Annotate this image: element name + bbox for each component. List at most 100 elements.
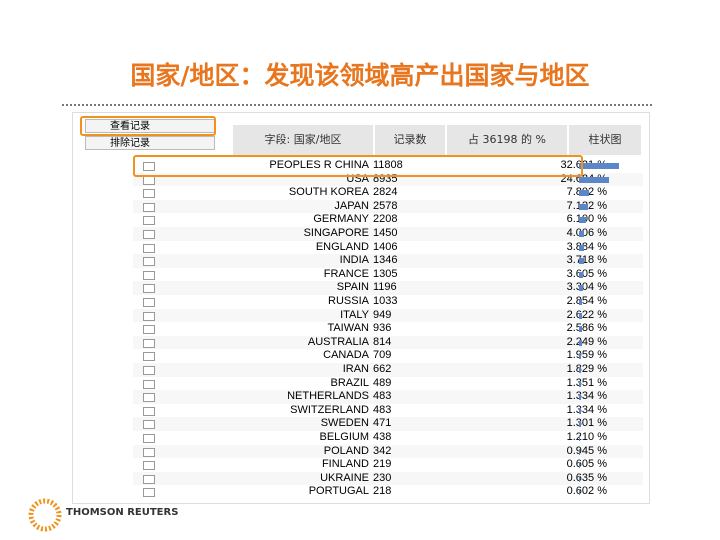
country: PEOPLES R CHINA (269, 159, 369, 171)
count: 342 (373, 444, 392, 457)
country: SWEDEN (320, 417, 369, 430)
bar (579, 285, 584, 292)
checkbox[interactable] (143, 243, 155, 253)
table-row: ITALY 949 2.622 % (133, 308, 643, 323)
count: 1450 (373, 227, 398, 239)
table-row: INDIA 1346 3.718 % (133, 254, 643, 268)
count: 1305 (373, 267, 398, 280)
checkbox[interactable] (143, 447, 155, 457)
bar (579, 339, 582, 346)
checkbox[interactable] (143, 461, 155, 471)
checkbox[interactable] (143, 162, 155, 171)
checkbox[interactable] (143, 474, 155, 484)
percent: 6.100 % (566, 213, 607, 226)
bar (579, 299, 583, 305)
checkbox[interactable] (143, 230, 155, 239)
checkbox[interactable] (143, 325, 155, 335)
table-row: TAIWAN 936 2.586 % (133, 322, 643, 336)
checkbox[interactable] (143, 311, 155, 321)
checkbox[interactable] (143, 298, 155, 307)
country: JAPAN (334, 199, 369, 212)
table-row: RUSSIA 1033 2.854 % (133, 295, 643, 309)
bar (579, 394, 581, 401)
count: 1196 (373, 281, 397, 294)
bar (579, 435, 581, 441)
count: 483 (373, 390, 392, 403)
table-row: SPAIN 1196 3.304 % (133, 281, 643, 295)
percent: 1.351 % (566, 376, 607, 389)
country: RUSSIA (328, 295, 369, 307)
percent: 1.829 % (566, 363, 607, 375)
table-row: SOUTH KOREA28247.802 % (133, 186, 643, 200)
count: 814 (373, 335, 392, 348)
table-row: JAPAN25787.122 % (133, 199, 643, 214)
bar (579, 271, 584, 278)
table-row: FRANCE 1305 3.605 % (133, 268, 643, 282)
table-row: AUSTRALIA 814 2.249 % (133, 335, 643, 350)
country: BELGIUM (319, 431, 369, 443)
percent: 1.301 % (566, 417, 607, 430)
country: FRANCE (323, 267, 369, 280)
table-row: IRAN 662 1.829 % (133, 363, 643, 377)
screenshot: 查看记录 排除记录 字段: 国家/地区 记录数 占 36198 的 % 柱状图 … (72, 112, 650, 504)
divider (62, 104, 652, 106)
checkbox[interactable] (143, 366, 155, 375)
checkbox[interactable] (143, 270, 155, 280)
checkbox[interactable] (143, 352, 155, 362)
bar (579, 163, 619, 169)
country: IRAN (342, 363, 369, 375)
table-row: NETHERLANDS 483 1.334 % (133, 390, 643, 404)
bar (579, 176, 610, 183)
country: GERMANY (313, 213, 369, 226)
table-row: BRAZIL 489 1.351 % (133, 377, 643, 391)
percent: 3.718 % (566, 254, 607, 267)
country: ITALY (340, 308, 369, 321)
checkbox[interactable] (143, 434, 155, 443)
percent: 0.945 % (566, 444, 607, 457)
checkbox[interactable] (143, 420, 155, 430)
table-row: SINGAPORE 1450 4.006 % (133, 227, 643, 241)
country: POLAND (323, 444, 369, 457)
bar (579, 312, 583, 319)
country: ENGLAND (315, 240, 369, 253)
checkbox[interactable] (143, 488, 155, 498)
table-row: FINLAND 219 0.605 % (133, 458, 643, 472)
checkbox[interactable] (143, 257, 155, 267)
percent: 2.854 % (566, 295, 607, 307)
percent: 2.622 % (566, 308, 607, 321)
percent: 3.304 % (566, 281, 607, 294)
bar (579, 407, 581, 414)
checkbox[interactable] (143, 284, 155, 294)
checkbox[interactable] (143, 379, 155, 389)
percent: 1.334 % (566, 390, 607, 403)
header: 记录数 (375, 125, 445, 155)
country: NETHERLANDS (287, 390, 369, 403)
checkbox[interactable] (143, 202, 155, 212)
checkbox[interactable] (143, 189, 155, 199)
percent: 3.884 % (566, 240, 607, 253)
bar (579, 380, 581, 387)
table-row: GERMANY 2208 6.100 % (133, 213, 643, 227)
header: 占 36198 的 % (447, 125, 567, 155)
header: 字段: 国家/地区 (233, 125, 373, 155)
bar (579, 489, 580, 496)
bar (579, 258, 584, 265)
checkbox[interactable] (143, 393, 155, 403)
percent: 1.959 % (566, 349, 607, 362)
table-row: SWEDEN 471 1.301 % (133, 417, 643, 431)
country: SOUTH KOREA (288, 186, 369, 199)
country: BRAZIL (330, 376, 369, 389)
exclude-button[interactable]: 排除记录 (85, 136, 215, 150)
checkbox[interactable] (143, 338, 155, 348)
checkbox[interactable] (143, 406, 155, 416)
percent: 1.334 % (566, 403, 607, 416)
percent: 0.605 % (566, 458, 607, 471)
table-row: UKRAINE 230 0.635 % (133, 471, 643, 486)
checkbox[interactable] (143, 216, 155, 226)
bar (579, 244, 584, 251)
highlight (80, 116, 216, 136)
bar (579, 326, 583, 333)
count: 709 (373, 349, 392, 362)
bar (579, 190, 589, 197)
